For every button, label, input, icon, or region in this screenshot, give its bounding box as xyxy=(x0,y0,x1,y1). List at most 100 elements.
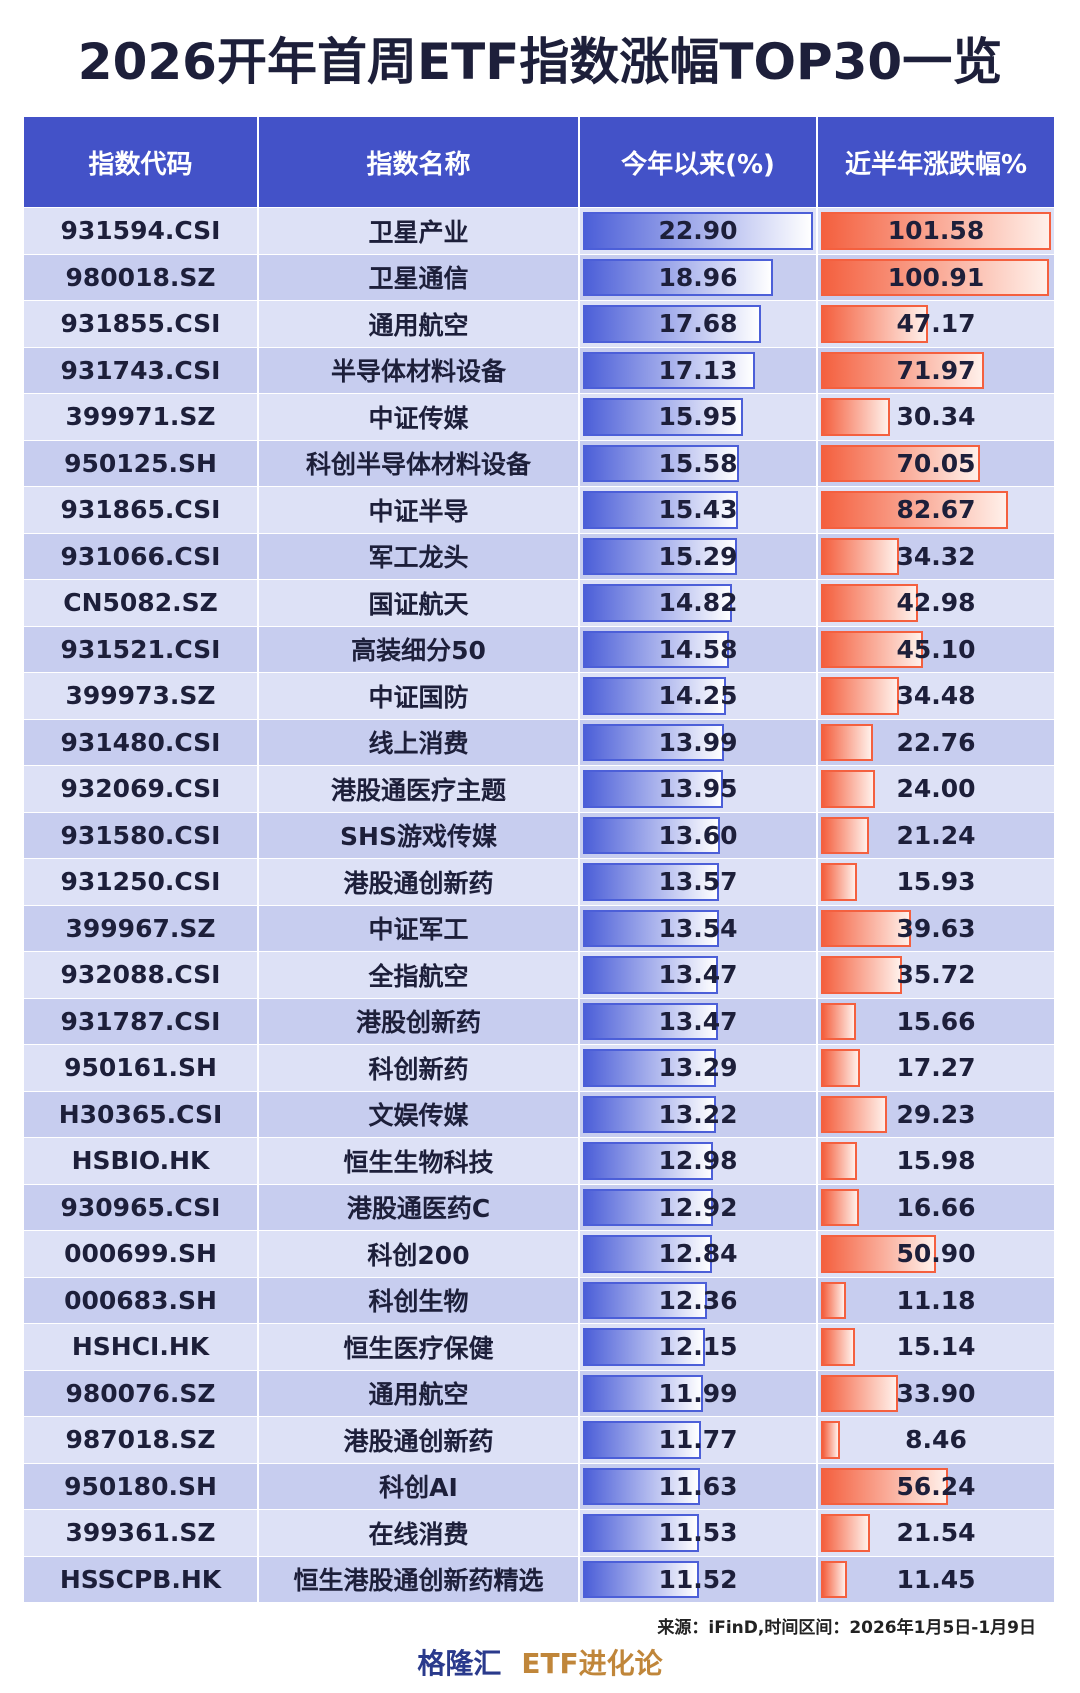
data-bar xyxy=(583,1514,699,1552)
cell: 11.53 xyxy=(580,1510,818,1556)
cell: 22.90 xyxy=(580,208,818,254)
data-bar xyxy=(583,351,756,389)
data-bar xyxy=(583,909,719,947)
cell: 22.76 xyxy=(818,719,1056,765)
cell-value: 100.91 xyxy=(887,262,985,292)
cell: 17.27 xyxy=(818,1045,1056,1091)
cell: 30.34 xyxy=(818,394,1056,440)
cell-value: 14.82 xyxy=(658,588,738,618)
cell-value: 15.58 xyxy=(658,448,738,478)
cell-value: 30.34 xyxy=(896,402,976,432)
cell: 11.45 xyxy=(818,1556,1056,1602)
data-bar xyxy=(583,398,744,436)
cell: 卫星产业 xyxy=(259,208,580,254)
cell-value: 8.46 xyxy=(905,1425,967,1455)
data-bar xyxy=(583,584,732,622)
cell: 15.66 xyxy=(818,998,1056,1044)
cell-value: 22.76 xyxy=(896,727,976,757)
cell-value: 29.23 xyxy=(896,1099,976,1129)
cell-value: 21.54 xyxy=(896,1518,976,1548)
cell: 中证传媒 xyxy=(259,394,580,440)
cell: 文娱传媒 xyxy=(259,1091,580,1137)
cell: 39.63 xyxy=(818,905,1056,951)
cell: 港股通医疗主题 xyxy=(259,766,580,812)
data-bar xyxy=(821,770,876,808)
cell: 港股通创新药 xyxy=(259,1417,580,1463)
cell: 科创生物 xyxy=(259,1277,580,1323)
cell: 科创新药 xyxy=(259,1045,580,1091)
cell: 13.22 xyxy=(580,1091,818,1137)
data-bar xyxy=(583,305,761,343)
cell: 35.72 xyxy=(818,952,1056,998)
cell-value: 14.58 xyxy=(658,634,738,664)
cell: 中证国防 xyxy=(259,673,580,719)
cell: 通用航空 xyxy=(259,301,580,347)
data-bar xyxy=(583,1049,717,1087)
cell: 931250.CSI xyxy=(24,859,259,905)
cell-value: 15.14 xyxy=(896,1332,976,1362)
cell: 13.95 xyxy=(580,766,818,812)
cell-value: 13.47 xyxy=(658,1006,738,1036)
table-row: CN5082.SZ 国证航天 14.82 42.98 xyxy=(24,579,1056,626)
cell-value: 56.24 xyxy=(896,1471,976,1501)
data-bar xyxy=(583,444,740,482)
cell-value: 13.99 xyxy=(658,727,738,757)
cell-value: 12.36 xyxy=(658,1285,738,1315)
footer: 格隆汇 ETF进化论 xyxy=(0,1642,1080,1682)
cell: 15.93 xyxy=(818,859,1056,905)
cell: 21.54 xyxy=(818,1510,1056,1556)
cell-value: 42.98 xyxy=(896,588,976,618)
cell-value: 21.24 xyxy=(896,820,976,850)
table-row: H30365.CSI 文娱传媒 13.22 29.23 xyxy=(24,1090,1056,1137)
cell: 14.25 xyxy=(580,673,818,719)
cell-value: 39.63 xyxy=(896,913,976,943)
cell-value: 33.90 xyxy=(896,1378,976,1408)
cell: 恒生生物科技 xyxy=(259,1138,580,1184)
cell: 399973.SZ xyxy=(24,673,259,719)
cell-value: 34.32 xyxy=(896,541,976,571)
data-bar xyxy=(583,770,724,808)
cell: HSHCI.HK xyxy=(24,1324,259,1370)
data-bar xyxy=(821,630,924,668)
cell-value: 15.66 xyxy=(896,1006,976,1036)
table-row: 931480.CSI 线上消费 13.99 22.76 xyxy=(24,718,1056,765)
data-bar xyxy=(821,1002,857,1040)
table-row: 931787.CSI 港股创新药 13.47 15.66 xyxy=(24,997,1056,1044)
table: 指数代码 指数名称 今年以来(%) 近半年涨跌幅% 931594.CSI 卫星产业 22.9… xyxy=(24,117,1056,1602)
table-row: HSHCI.HK 恒生医疗保健 12.15 15.14 xyxy=(24,1323,1056,1370)
data-bar xyxy=(583,1281,708,1319)
cell: 15.95 xyxy=(580,394,818,440)
cell-value: 24.00 xyxy=(896,774,976,804)
cell: 通用航空 xyxy=(259,1370,580,1416)
cell: 13.47 xyxy=(580,998,818,1044)
data-bar xyxy=(821,677,900,715)
table-row: 932069.CSI 港股通医疗主题 13.95 24.00 xyxy=(24,765,1056,812)
cell-value: 11.63 xyxy=(658,1471,738,1501)
cell: 科创200 xyxy=(259,1231,580,1277)
header-cell: 近半年涨跌幅% xyxy=(818,117,1056,207)
cell: 980018.SZ xyxy=(24,254,259,300)
cell: 42.98 xyxy=(818,580,1056,626)
data-bar xyxy=(821,1049,861,1087)
cell-value: 13.95 xyxy=(658,774,738,804)
cell: 82.67 xyxy=(818,487,1056,533)
table-row: HSBIO.HK 恒生生物科技 12.98 15.98 xyxy=(24,1137,1056,1184)
table-row: 950180.SH 科创AI 11.63 56.24 xyxy=(24,1462,1056,1509)
cell: 931521.CSI xyxy=(24,626,259,672)
cell: 931066.CSI xyxy=(24,533,259,579)
table-row: 931250.CSI 港股通创新药 13.57 15.93 xyxy=(24,858,1056,905)
data-bar xyxy=(583,491,738,529)
cell: 卫星通信 xyxy=(259,254,580,300)
header-cell: 指数代码 xyxy=(24,117,259,207)
cell: 931787.CSI xyxy=(24,998,259,1044)
cell: H30365.CSI xyxy=(24,1091,259,1137)
cell: 半导体材料设备 xyxy=(259,347,580,393)
data-bar xyxy=(821,1514,870,1552)
cell: 11.63 xyxy=(580,1463,818,1509)
cell-value: 13.47 xyxy=(658,960,738,990)
data-bar xyxy=(583,1188,713,1226)
cell-value: 13.29 xyxy=(658,1053,738,1083)
cell: 931865.CSI xyxy=(24,487,259,533)
cell: 17.13 xyxy=(580,347,818,393)
